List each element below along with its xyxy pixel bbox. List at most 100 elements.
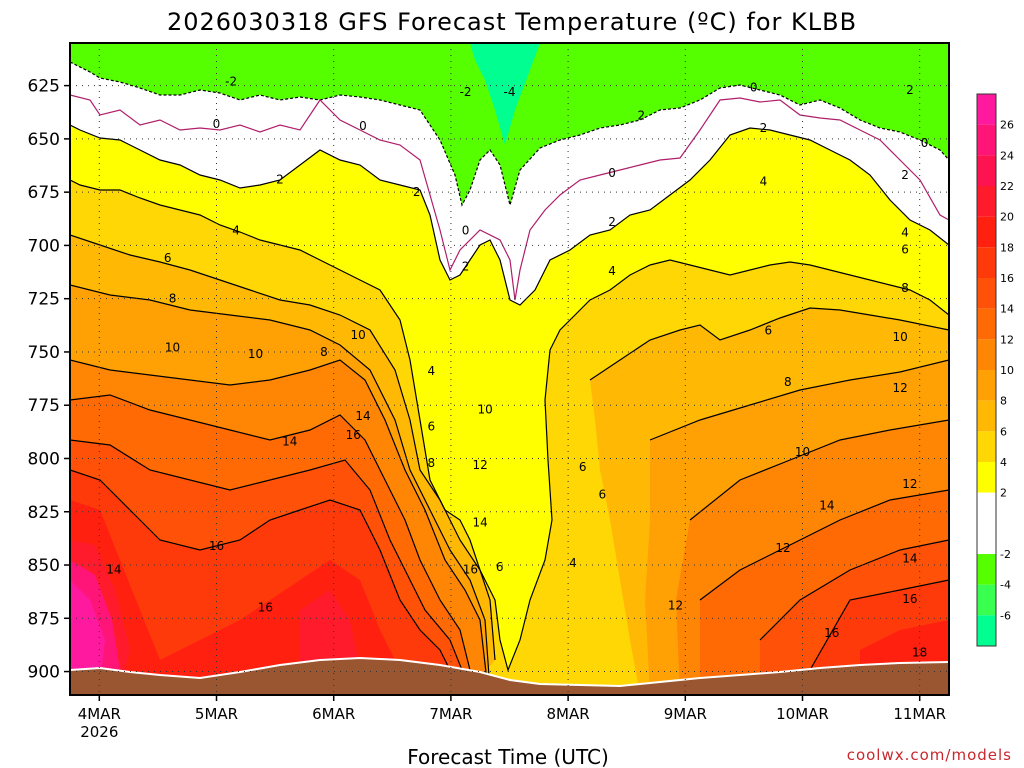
contour-label: 14 xyxy=(819,498,834,512)
x-tick-label: 7MAR xyxy=(429,705,472,723)
contour-label: 14 xyxy=(282,434,297,448)
contour-line-0 xyxy=(70,94,949,301)
contour-label: 4 xyxy=(428,364,436,378)
colorbar-swatch xyxy=(977,308,996,340)
y-tick-label: 775 xyxy=(28,396,60,416)
contour-label: -4 xyxy=(504,85,516,99)
colorbar-label: 4 xyxy=(1000,456,1007,469)
contour-label: 16 xyxy=(209,539,224,553)
x-tick-label: 11MAR xyxy=(893,705,946,723)
colorbar-label: 16 xyxy=(1000,272,1014,285)
contour-label: 8 xyxy=(901,281,909,295)
plot-frame xyxy=(69,42,950,696)
x-tick-label: 9MAR xyxy=(664,705,707,723)
contour-label: 2 xyxy=(760,121,768,135)
contour-lines xyxy=(70,61,949,691)
contour-label: 4 xyxy=(760,174,768,188)
y-tick-label: 875 xyxy=(28,609,60,629)
x-tick-label: 10MAR xyxy=(776,705,829,723)
contour-label: 0 xyxy=(608,166,616,180)
colorbar-label: -4 xyxy=(1000,579,1011,592)
contour-label: 10 xyxy=(477,402,492,416)
colorbar-label: 6 xyxy=(1000,425,1007,438)
colorbar-swatch xyxy=(977,94,996,125)
contour-label: 8 xyxy=(428,456,436,470)
colorbar-label: 26 xyxy=(1000,119,1014,132)
colorbar-swatch xyxy=(977,554,996,585)
contour-label: 4 xyxy=(901,226,909,240)
contour-label: 6 xyxy=(428,420,436,434)
colorbar-swatch xyxy=(977,400,996,432)
contour-label: 16 xyxy=(258,601,273,615)
contour-label: -2 xyxy=(225,74,237,88)
y-tick-label: 850 xyxy=(28,556,60,576)
colorbar-label: 18 xyxy=(1000,241,1014,254)
contour-label: 16 xyxy=(463,562,478,576)
credit-text: coolwx.com/models xyxy=(847,746,1012,764)
colorbar-swatch xyxy=(977,216,996,248)
surface-edge xyxy=(70,656,949,688)
contour-label: 16 xyxy=(824,626,839,640)
contour-label: 2 xyxy=(276,172,284,186)
fill-band-white xyxy=(70,62,949,615)
colorbar-label: -6 xyxy=(1000,609,1011,622)
x-tick-label: 8MAR xyxy=(547,705,590,723)
contour-label: 6 xyxy=(598,488,606,502)
contour-label: 4 xyxy=(569,556,577,570)
y-tick-label: 725 xyxy=(28,290,60,310)
contour-label: 12 xyxy=(902,477,917,491)
contour-label: 12 xyxy=(668,599,683,613)
colorbar-label: 14 xyxy=(1000,303,1014,316)
contour-label: 14 xyxy=(355,409,370,423)
colorbar-swatch xyxy=(977,124,996,156)
colorbar-label: 20 xyxy=(1000,211,1014,224)
contour-label: -2 xyxy=(460,85,472,99)
colorbar-legend: 26 24 22 20 18 16 14 12 10 8 6 4 2 -2 -4 -6 xyxy=(976,93,1014,647)
x-tick-label: 6MAR xyxy=(312,705,355,723)
colorbar-label: -2 xyxy=(1000,548,1011,561)
contour-label: 10 xyxy=(248,347,263,361)
contour-label: 2 xyxy=(608,215,616,229)
x-tick-sublabel: 2026 xyxy=(80,723,118,741)
contour-label: 6 xyxy=(579,460,587,474)
contour-label: 2 xyxy=(906,83,914,97)
contour-label: 0 xyxy=(750,81,758,95)
contour-label: 0 xyxy=(359,119,367,133)
colorbar-swatch xyxy=(977,584,996,616)
contour-label: 0 xyxy=(462,224,470,238)
y-tick-label: 900 xyxy=(28,663,60,683)
grid-lines xyxy=(70,43,949,695)
colorbar-swatch xyxy=(977,186,996,217)
contour-label: 12 xyxy=(473,458,488,472)
contour-label: 10 xyxy=(795,445,810,459)
contour-label: 4 xyxy=(232,224,240,238)
y-tick-label: 650 xyxy=(28,130,60,150)
y-axis: 625 650 675 700 725 750 775 800 825 850 875 900 xyxy=(28,77,70,683)
contour-label: 18 xyxy=(912,645,927,659)
contour-label: 6 xyxy=(901,243,909,257)
contour-label: 14 xyxy=(473,515,488,529)
chart-title: 2026030318 GFS Forecast Temperature (ºC)… xyxy=(167,8,857,36)
colorbar-swatch xyxy=(977,339,996,370)
contour-label: 2 xyxy=(638,108,646,122)
colorbar-label: 24 xyxy=(1000,149,1014,162)
contour-label: 12 xyxy=(893,381,908,395)
y-tick-label: 825 xyxy=(28,503,60,523)
colorbar-frame xyxy=(976,93,997,647)
contour-label: 14 xyxy=(902,552,917,566)
fill-band-red-18 xyxy=(70,500,949,695)
colorbar-swatch xyxy=(977,492,996,554)
contour-line-12 xyxy=(70,394,949,691)
x-axis-title: Forecast Time (UTC) xyxy=(407,745,609,768)
contour-line-16 xyxy=(70,469,949,691)
contour-label: 10 xyxy=(893,330,908,344)
colorbar-label: 22 xyxy=(1000,180,1014,193)
contour-line-minus-2 xyxy=(70,61,949,208)
contour-label: 10 xyxy=(350,328,365,342)
colorbar-swatch xyxy=(977,370,996,401)
colorbar-swatch xyxy=(977,431,996,462)
fill-band-pink-26 xyxy=(70,580,105,690)
contour-label: 8 xyxy=(784,375,792,389)
